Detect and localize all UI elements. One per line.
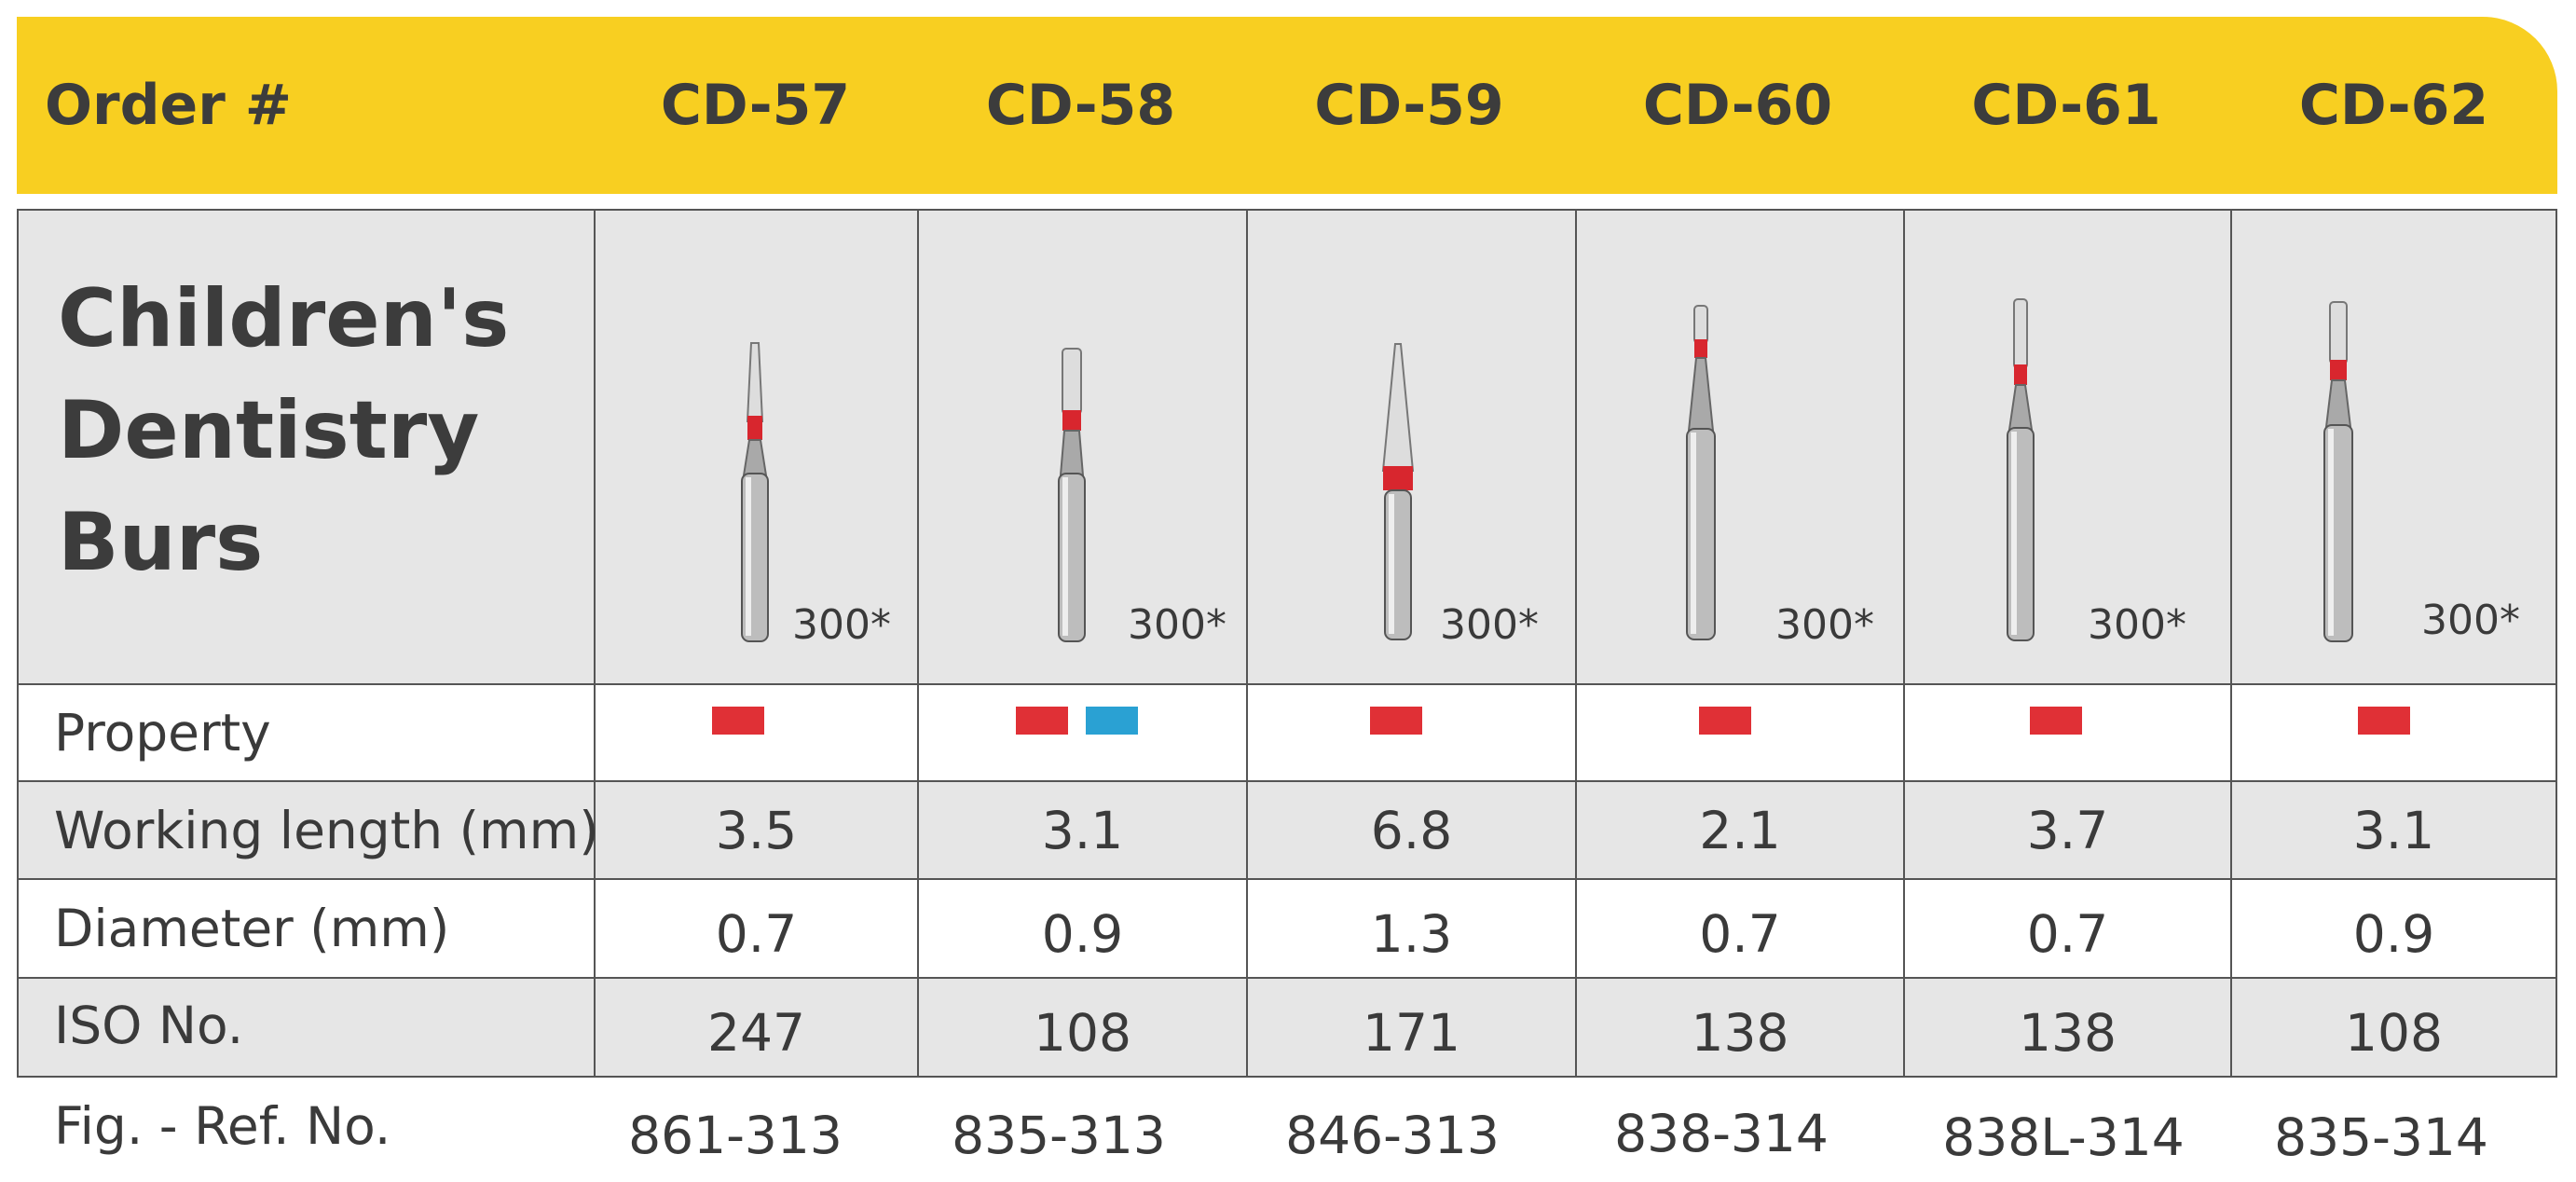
grit-label: 300* [1440,601,1539,649]
divider [17,1076,2557,1078]
iso-value: 138 [2019,1003,2117,1063]
iso-value: 138 [1691,1003,1789,1063]
order-cd-57: CD-57 [660,73,851,138]
order-header-band: Order # CD-57 CD-58 CD-59 CD-60 CD-61 CD… [17,17,2557,194]
fig-ref-label: Fig. - Ref. No. [54,1096,391,1156]
working-length-value: 3.1 [1041,801,1124,860]
blue-ring-swatch [1086,707,1138,735]
red-ring-swatch [1699,707,1751,735]
bur-cd-62-image [2323,301,2353,642]
divider [917,209,919,1078]
working-length-label: Working length (mm) [54,801,599,860]
divider [594,209,596,1078]
diameter-value: 0.9 [1041,904,1124,964]
grit-label: 300* [792,601,891,649]
order-cd-59: CD-59 [1314,73,1504,138]
iso-label: ISO No. [54,996,244,1055]
working-length-value: 3.7 [2026,801,2109,860]
grit-label: 300* [2421,597,2520,644]
divider [17,780,2557,782]
divider [17,878,2557,880]
red-ring-swatch [712,707,764,735]
iso-value: 108 [1034,1003,1131,1063]
grit-label: 300* [2088,601,2186,649]
order-cd-60: CD-60 [1642,73,1833,138]
bur-cd-60-image [1686,305,1716,640]
diameter-value: 0.7 [1699,904,1781,964]
fig-ref-value: 835-313 [952,1106,1166,1165]
iso-value: 247 [707,1003,805,1063]
divider [17,209,19,1078]
working-length-value: 3.1 [2352,801,2435,860]
title-line: Children's [58,272,510,365]
diameter-value: 1.3 [1370,904,1453,964]
title-line: Burs [58,496,264,589]
divider [1575,209,1577,1078]
divider [2230,209,2232,1078]
order-cd-58: CD-58 [985,73,1176,138]
order-cd-61: CD-61 [1971,73,2161,138]
divider [17,977,2557,979]
fig-ref-value: 838-314 [1614,1104,1829,1163]
image-row-background [17,211,2557,684]
divider [17,209,2557,211]
working-length-value: 2.1 [1699,801,1781,860]
diameter-label: Diameter (mm) [54,899,450,958]
divider [2555,209,2557,1078]
red-ring-swatch [1016,707,1068,735]
iso-row-background [17,977,2557,1076]
diameter-value: 0.9 [2352,904,2435,964]
fig-ref-value: 861-313 [628,1106,843,1165]
iso-value: 171 [1363,1003,1460,1063]
fig-ref-value: 835-314 [2274,1107,2488,1167]
red-ring-swatch [2358,707,2410,735]
bur-cd-61-image [2007,298,2035,641]
divider [1246,209,1248,1078]
diameter-value: 0.7 [715,904,798,964]
product-title: Children's Dentistry Burs [58,263,580,598]
red-ring-swatch [1370,707,1422,735]
divider [17,683,2557,685]
bur-cd-58-image [1058,348,1086,642]
grit-label: 300* [1128,601,1226,649]
property-label: Property [54,703,271,763]
diameter-value: 0.7 [2026,904,2109,964]
title-line: Dentistry [58,384,480,477]
iso-value: 108 [2345,1003,2443,1063]
working-length-value: 6.8 [1370,801,1453,860]
fig-ref-value: 838L-314 [1942,1107,2185,1167]
fig-ref-value: 846-313 [1285,1106,1500,1165]
bur-cd-57-image [741,342,769,642]
order-number-label: Order # [45,73,292,138]
grit-label: 300* [1775,601,1874,649]
order-cd-62: CD-62 [2298,73,2489,138]
bur-cd-59-image [1381,343,1415,640]
divider [1903,209,1905,1078]
working-length-value: 3.5 [715,801,798,860]
working-length-row-background [17,781,2557,878]
red-ring-swatch [2030,707,2082,735]
